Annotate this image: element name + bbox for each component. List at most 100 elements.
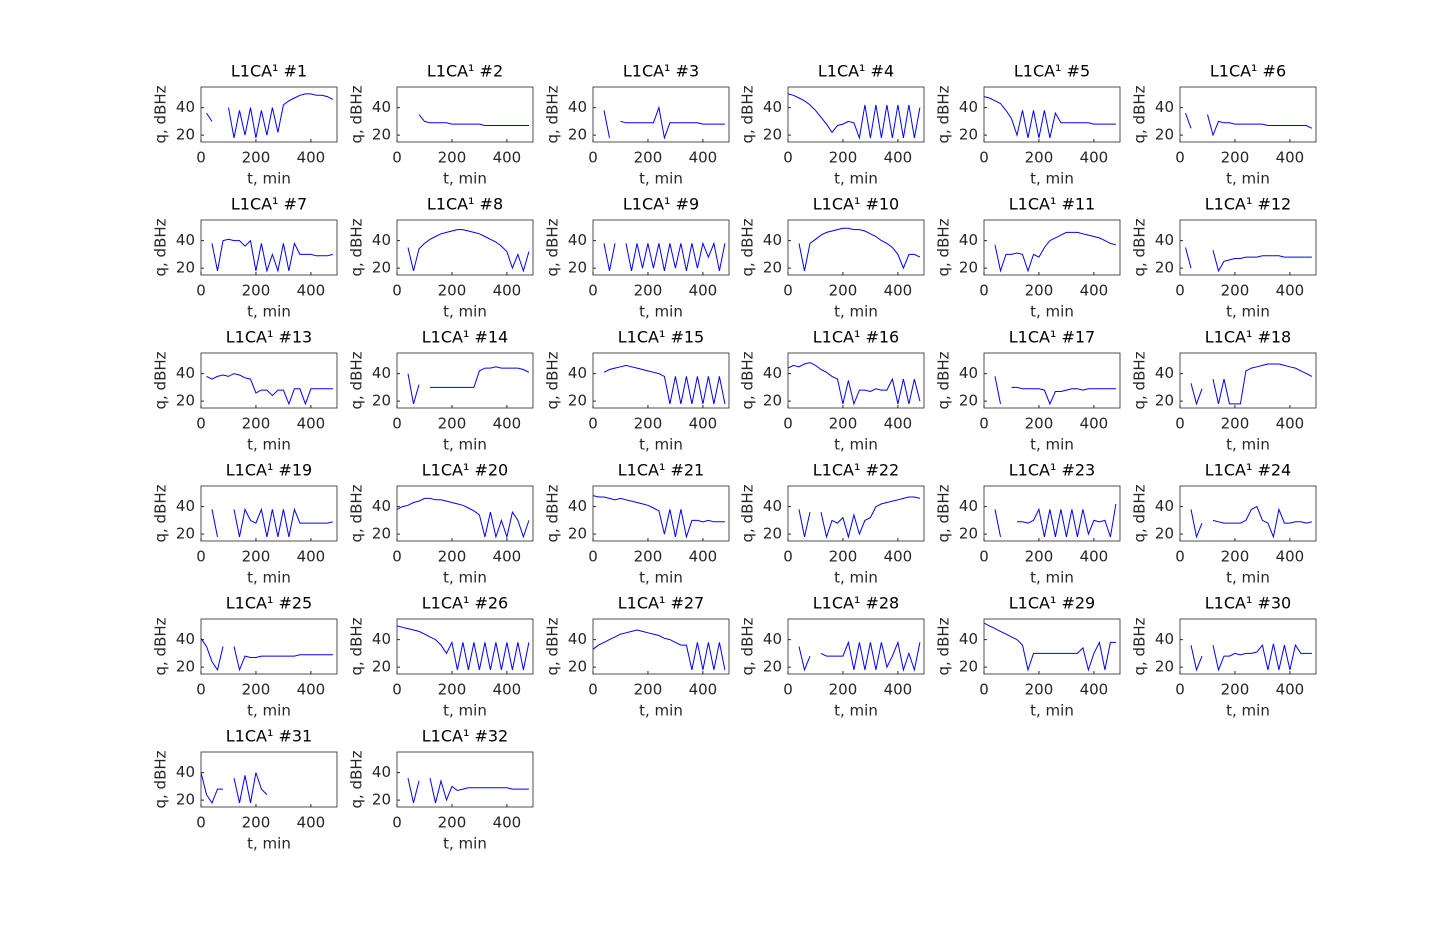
y-tick-label: 40 [1155, 630, 1174, 648]
subplot-title: L1CA¹ #15 [618, 328, 704, 347]
y-axis-label: q, dBHz [935, 617, 953, 675]
subplot: 0 200 400 20 40 L1CA¹ #9 t, min q, dBHz [544, 195, 730, 321]
subplot-title: L1CA¹ #21 [618, 461, 704, 480]
plot-area [994, 231, 1117, 273]
y-tick-label: 40 [959, 364, 978, 382]
x-tick-label: 0 [392, 149, 402, 167]
subplot: 0 200 400 20 40 L1CA¹ #5 t, min q, dBHz [935, 62, 1121, 188]
axes-box [592, 219, 730, 276]
y-tick-label: 40 [176, 497, 195, 515]
y-tick-label: 20 [1155, 525, 1174, 543]
data-line [206, 93, 334, 138]
y-axis-label: q, dBHz [739, 617, 757, 675]
subplot-title: L1CA¹ #20 [422, 461, 508, 480]
subplot-title: L1CA¹ #9 [623, 195, 699, 214]
x-tick-label: 0 [392, 282, 402, 300]
subplot-title: L1CA¹ #11 [1009, 195, 1095, 214]
x-tick-label: 200 [242, 814, 271, 832]
y-axis-label: q, dBHz [152, 750, 170, 808]
x-tick-label: 200 [242, 282, 271, 300]
axes-box [1179, 352, 1317, 409]
data-line [788, 362, 921, 406]
x-tick-label: 400 [493, 282, 522, 300]
y-tick-label: 40 [176, 231, 195, 249]
plot-area [603, 364, 726, 404]
y-tick-label: 40 [372, 98, 391, 116]
x-tick-label: 200 [242, 548, 271, 566]
x-axis-label: t, min [443, 303, 487, 321]
x-tick-label: 200 [829, 149, 858, 167]
x-axis-label: t, min [1226, 170, 1270, 188]
y-tick-label: 40 [959, 231, 978, 249]
x-tick-label: 200 [634, 149, 663, 167]
x-axis-label: t, min [247, 303, 291, 321]
y-tick-label: 40 [959, 98, 978, 116]
x-tick-label: 400 [1080, 282, 1109, 300]
data-line [788, 93, 921, 140]
subplot: 0 200 400 20 40 L1CA¹ #32 t, min q, dBHz [348, 727, 534, 853]
plot-area [984, 622, 1116, 672]
y-axis-label: q, dBHz [152, 218, 170, 276]
y-tick-label: 40 [568, 364, 587, 382]
plot-area [1185, 112, 1313, 137]
x-tick-label: 200 [1221, 548, 1250, 566]
subplot-title: L1CA¹ #23 [1009, 461, 1095, 480]
y-tick-label: 20 [1155, 658, 1174, 676]
y-tick-label: 20 [959, 126, 978, 144]
subplot: 0 200 400 20 40 L1CA¹ #26 t, min q, dBHz [348, 594, 534, 720]
x-tick-label: 200 [438, 548, 467, 566]
x-tick-label: 0 [588, 282, 598, 300]
subplot: 0 200 400 20 40 L1CA¹ #7 t, min q, dBHz [152, 195, 338, 321]
subplot: 0 200 400 20 40 L1CA¹ #18 t, min q, dBHz [1131, 328, 1317, 454]
x-tick-label: 200 [438, 814, 467, 832]
subplot: 0 200 400 20 40 L1CA¹ #25 t, min q, dBHz [152, 594, 338, 720]
plot-area [407, 229, 530, 273]
plot-area [407, 777, 529, 804]
x-tick-label: 400 [493, 814, 522, 832]
subplot: 0 200 400 20 40 L1CA¹ #16 t, min q, dBHz [739, 328, 925, 454]
x-tick-label: 200 [1025, 415, 1054, 433]
subplot-title: L1CA¹ #3 [623, 62, 699, 81]
plot-area [994, 503, 1117, 538]
axes-box [787, 485, 925, 542]
subplot: 0 200 400 20 40 L1CA¹ #8 t, min q, dBHz [348, 195, 534, 321]
x-tick-label: 400 [1080, 149, 1109, 167]
plot-area [1190, 643, 1312, 672]
data-line [201, 638, 333, 672]
plot-area [211, 507, 334, 537]
y-tick-label: 20 [959, 392, 978, 410]
subplot-title: L1CA¹ #10 [813, 195, 899, 214]
subplot: 0 200 400 20 40 L1CA¹ #20 t, min q, dBHz [348, 461, 534, 587]
axes-box [1179, 485, 1317, 542]
plot-area [798, 496, 921, 539]
x-tick-label: 400 [689, 282, 718, 300]
y-tick-label: 20 [372, 392, 391, 410]
y-tick-label: 20 [959, 525, 978, 543]
subplot: 0 200 400 20 40 L1CA¹ #21 t, min q, dBHz [544, 461, 730, 587]
x-tick-label: 400 [297, 149, 326, 167]
subplot-title: L1CA¹ #32 [422, 727, 508, 746]
subplot: 0 200 400 20 40 L1CA¹ #2 t, min q, dBHz [348, 62, 534, 188]
x-tick-label: 400 [1080, 415, 1109, 433]
subplot-title: L1CA¹ #25 [226, 594, 312, 613]
x-tick-label: 0 [979, 149, 989, 167]
x-tick-label: 200 [1221, 282, 1250, 300]
x-tick-label: 200 [242, 415, 271, 433]
y-tick-label: 20 [372, 658, 391, 676]
x-tick-label: 400 [297, 415, 326, 433]
x-axis-label: t, min [639, 702, 683, 720]
x-tick-label: 0 [1175, 149, 1185, 167]
y-tick-label: 20 [763, 126, 782, 144]
axes-box [983, 86, 1121, 143]
y-axis-label: q, dBHz [152, 484, 170, 542]
x-tick-label: 0 [392, 415, 402, 433]
x-tick-label: 400 [493, 415, 522, 433]
x-tick-label: 400 [1080, 548, 1109, 566]
subplot: 0 200 400 20 40 L1CA¹ #22 t, min q, dBHz [739, 461, 925, 587]
axes-box [200, 618, 338, 675]
data-line [593, 495, 725, 539]
x-tick-label: 200 [829, 282, 858, 300]
x-tick-label: 400 [1276, 548, 1305, 566]
